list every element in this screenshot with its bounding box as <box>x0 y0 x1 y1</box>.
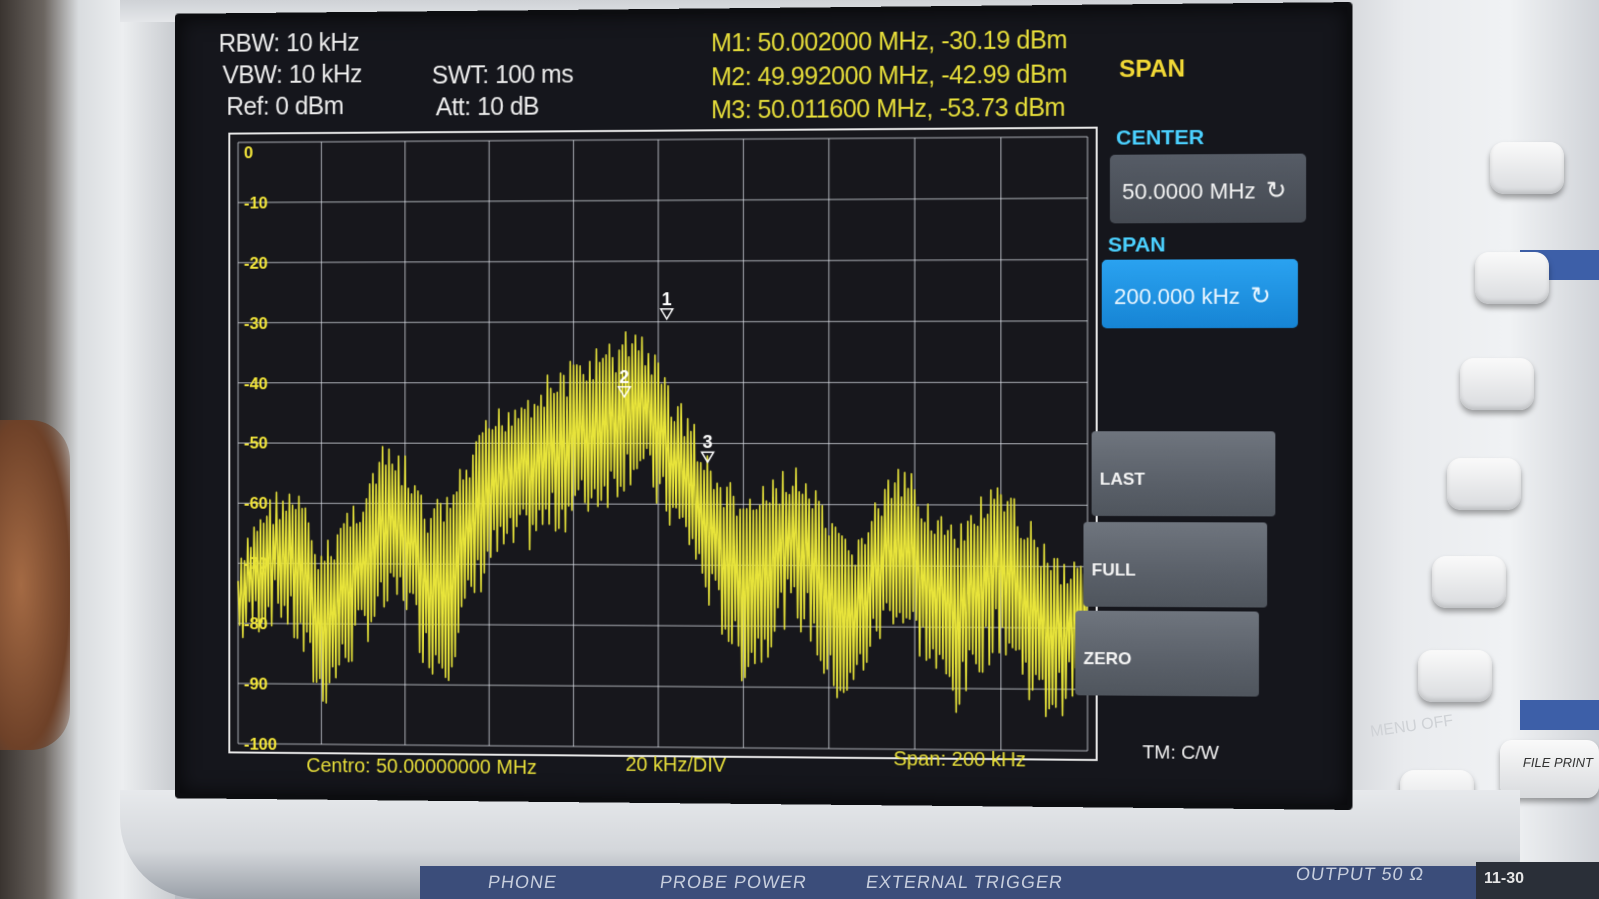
span-softkey-label: SPAN <box>1108 233 1166 257</box>
vbw-readout: VBW: 10 kHz <box>222 60 361 90</box>
center-frequency-footer: Centro: 50.00000000 MHz <box>306 755 537 780</box>
probe-power-label: PROBE POWER <box>659 872 809 893</box>
y-tick-label: -30 <box>244 314 268 333</box>
y-tick-label: -10 <box>244 193 268 212</box>
phone-label: PHONE <box>487 872 559 893</box>
grid-horizontal-line <box>238 137 1087 143</box>
spectrum-trace <box>238 331 1087 717</box>
rotary-icon: ↻ <box>1250 281 1271 310</box>
y-tick-label: -80 <box>244 614 268 633</box>
hardware-softkey-5[interactable] <box>1432 556 1506 608</box>
division-footer: 20 kHz/DIV <box>625 754 726 778</box>
rotary-icon: ↻ <box>1266 176 1287 205</box>
sweep-time-readout: SWT: 100 ms <box>432 61 573 91</box>
zero-span-button[interactable]: ZERO <box>1075 611 1259 697</box>
span-value: 200.000 kHz <box>1114 284 1240 310</box>
trace-mode-readout: TM: C/W <box>1142 742 1218 765</box>
rbw-readout: RBW: 10 kHz <box>219 29 360 59</box>
spectrum-svg: 0-10-20-30-40-50-60-70-80-90-100123 <box>230 129 1095 759</box>
marker-1-label: 1 <box>662 289 672 309</box>
ref-readout: Ref: 0 dBm <box>226 92 343 122</box>
spectrum-plot: 0 -10 -20 -30 -40 -50 -60 -70 -80 -90 -100 1 2 3 <box>228 127 1097 761</box>
full-span-label: FULL <box>1092 560 1136 579</box>
full-span-button[interactable]: FULL <box>1083 522 1267 608</box>
y-tick-label: -40 <box>244 374 268 393</box>
center-value: 50.0000 MHz <box>1122 178 1256 204</box>
output-label: OUTPUT 50 Ω <box>1295 864 1426 885</box>
y-tick-label: -90 <box>244 675 268 694</box>
external-trigger-label: EXTERNAL TRIGGER <box>865 872 1065 893</box>
menu-title: SPAN <box>1119 55 1185 84</box>
grid-horizontal-line <box>238 503 1087 505</box>
hardware-softkey-2[interactable] <box>1475 252 1549 304</box>
hardware-softkey-4[interactable] <box>1447 458 1521 510</box>
marker-1-readout: M1: 50.002000 MHz, -30.19 dBm <box>711 26 1067 58</box>
marker-2-label: 2 <box>619 367 629 387</box>
marker-1-symbol <box>661 309 673 319</box>
y-tick-label: -20 <box>244 254 268 273</box>
last-span-button[interactable]: LAST <box>1092 431 1276 516</box>
model-tag: 11-30 <box>1476 862 1599 899</box>
center-softkey[interactable]: 50.0000 MHz ↻ <box>1110 154 1306 224</box>
center-softkey-label: CENTER <box>1116 126 1204 151</box>
y-tick-label: -60 <box>244 494 268 513</box>
y-tick-label: 0 <box>244 143 253 162</box>
grid-horizontal-line <box>238 198 1087 202</box>
panel-stripe <box>1520 700 1599 730</box>
y-tick-label: -100 <box>244 735 277 754</box>
zero-span-label: ZERO <box>1083 649 1131 668</box>
span-softkey[interactable]: 200.000 kHz ↻ <box>1102 259 1298 328</box>
hardware-softkey-1[interactable] <box>1490 142 1564 194</box>
marker-3-label: 3 <box>703 432 713 452</box>
marker-2-readout: M2: 49.992000 MHz, -42.99 dBm <box>711 60 1067 92</box>
hardware-softkey-6[interactable] <box>1418 650 1492 702</box>
grid-horizontal-line <box>238 260 1087 263</box>
marker-3-readout: M3: 50.011600 MHz, -53.73 dBm <box>711 94 1065 126</box>
attenuation-readout: Att: 10 dB <box>436 93 539 123</box>
y-tick-label: -50 <box>244 434 268 453</box>
grid-horizontal-line <box>238 321 1087 323</box>
hardware-softkey-3[interactable] <box>1460 358 1534 410</box>
analyzer-screen: RBW: 10 kHz VBW: 10 kHz Ref: 0 dBm SWT: … <box>175 2 1353 810</box>
last-span-label: LAST <box>1100 470 1145 489</box>
background-object <box>0 420 70 750</box>
span-footer: Span: 200 kHz <box>893 748 1025 772</box>
